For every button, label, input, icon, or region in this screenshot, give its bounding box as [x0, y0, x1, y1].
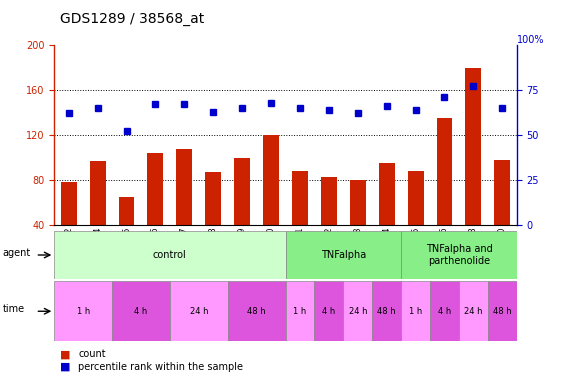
Text: 24 h: 24 h — [190, 307, 208, 316]
Text: 48 h: 48 h — [493, 307, 512, 316]
Bar — [488, 281, 517, 341]
Bar — [430, 281, 459, 341]
Bar — [286, 281, 315, 341]
Bar — [176, 148, 192, 270]
Text: 1 h: 1 h — [409, 307, 422, 316]
Bar — [494, 160, 510, 270]
Text: agent: agent — [3, 248, 31, 258]
Bar — [459, 281, 488, 341]
Bar — [170, 281, 228, 341]
Bar — [119, 197, 134, 270]
Bar — [372, 281, 401, 341]
Bar — [292, 171, 308, 270]
Bar — [206, 172, 221, 270]
Text: time: time — [3, 304, 25, 314]
Text: GDS1289 / 38568_at: GDS1289 / 38568_at — [60, 12, 204, 26]
Text: 4 h: 4 h — [322, 307, 336, 316]
Bar — [286, 231, 401, 279]
Text: control: control — [153, 250, 187, 260]
Bar — [90, 161, 106, 270]
Bar — [401, 281, 430, 341]
Text: ■: ■ — [60, 349, 70, 359]
Text: count: count — [78, 349, 106, 359]
Bar — [465, 68, 481, 270]
Bar — [315, 281, 343, 341]
Text: ■: ■ — [60, 362, 70, 372]
Bar — [147, 153, 163, 270]
Text: 48 h: 48 h — [247, 307, 266, 316]
Bar — [343, 281, 372, 341]
Text: 1 h: 1 h — [293, 307, 307, 316]
Text: percentile rank within the sample: percentile rank within the sample — [78, 362, 243, 372]
Bar — [112, 281, 170, 341]
Text: 24 h: 24 h — [464, 307, 482, 316]
Bar — [61, 182, 77, 270]
Text: TNFalpha: TNFalpha — [321, 250, 366, 260]
Text: TNFalpha and
parthenolide: TNFalpha and parthenolide — [425, 244, 492, 266]
Bar — [228, 281, 286, 341]
Text: 1 h: 1 h — [77, 307, 90, 316]
Text: 48 h: 48 h — [377, 307, 396, 316]
Bar — [408, 171, 424, 270]
Bar — [234, 158, 250, 270]
Bar — [54, 281, 112, 341]
Bar — [54, 231, 286, 279]
Text: 24 h: 24 h — [348, 307, 367, 316]
Bar — [401, 231, 517, 279]
Text: 4 h: 4 h — [134, 307, 147, 316]
Bar — [437, 118, 452, 270]
Bar — [350, 180, 365, 270]
Text: 100%: 100% — [517, 35, 544, 45]
Text: 4 h: 4 h — [438, 307, 451, 316]
Bar — [379, 163, 395, 270]
Bar — [263, 135, 279, 270]
Bar — [321, 177, 337, 270]
